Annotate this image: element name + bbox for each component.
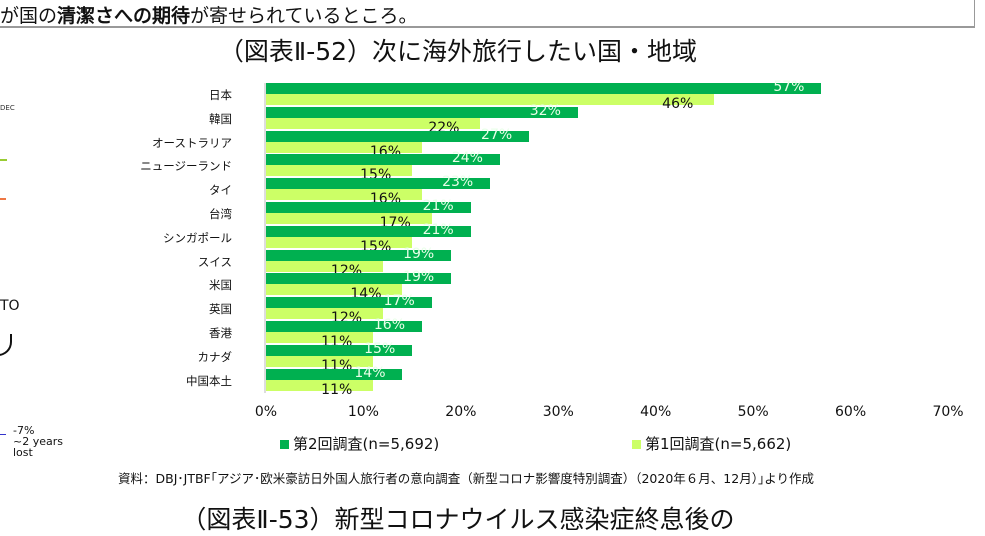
legend-swatch — [280, 440, 289, 449]
fragment-line — [0, 198, 6, 200]
data-label: 21% — [423, 198, 454, 214]
data-label: 15% — [364, 341, 395, 357]
x-tick-label: 30% — [528, 404, 588, 420]
data-label: 17% — [384, 293, 415, 309]
bar-series-1 — [266, 261, 383, 272]
bar-series-1 — [266, 332, 373, 343]
bar-series-1 — [266, 380, 373, 391]
bar-series-1 — [266, 284, 402, 295]
category-label: オーストラリア — [152, 135, 232, 151]
next-figure-title: （図表Ⅱ-53）新型コロナウイルス感染症終息後の — [0, 500, 916, 536]
data-label: 32% — [530, 103, 561, 119]
legend-item-series-2: 第2回調査(n=5,692) — [280, 433, 439, 454]
category-label: カナダ — [198, 349, 233, 365]
data-label: 11% — [321, 382, 352, 398]
x-tick-label: 70% — [918, 404, 978, 420]
category-label: シンガポール — [163, 230, 232, 246]
x-tick-label: 20% — [431, 404, 491, 420]
data-label: 46% — [662, 96, 693, 112]
data-label: 57% — [773, 79, 804, 95]
data-label: 23% — [442, 174, 473, 190]
data-label: 24% — [452, 150, 483, 166]
x-tick-label: 60% — [821, 404, 881, 420]
data-label: 21% — [423, 222, 454, 238]
source-note: 資料：DBJ･JTBF｢アジア･欧米豪訪日外国人旅行者の意向調査（新型コロナ影響… — [118, 468, 814, 487]
category-label: ニュージーランド — [140, 158, 232, 174]
fragment-note: -7%~2 yearslost — [13, 425, 63, 458]
category-label: タイ — [209, 182, 232, 198]
x-tick-label: 10% — [333, 404, 393, 420]
data-label: 19% — [403, 246, 434, 262]
data-label: 19% — [403, 269, 434, 285]
category-label: 米国 — [209, 277, 232, 293]
legend-item-series-1: 第1回調査(n=5,662) — [632, 433, 791, 454]
category-label: 英国 — [209, 301, 232, 317]
intro-text: が国の清潔さへの期待が寄せられているところ。 — [0, 1, 417, 28]
category-label: 香港 — [209, 325, 232, 341]
data-label: 27% — [481, 127, 512, 143]
data-label: 16% — [374, 317, 405, 333]
category-label: 中国本土 — [186, 373, 232, 389]
category-label: 台湾 — [209, 206, 232, 222]
fragment-line — [0, 434, 6, 435]
y-axis-line — [264, 83, 266, 393]
x-tick-label: 40% — [626, 404, 686, 420]
fragment-to: TO — [0, 298, 20, 314]
x-tick-label: 50% — [723, 404, 783, 420]
legend-swatch — [632, 440, 641, 449]
figure-title: （図表Ⅱ-52）次に海外旅行したい国・地域 — [0, 32, 916, 68]
category-label: 日本 — [209, 87, 232, 103]
category-label: 韓国 — [209, 111, 232, 127]
fragment-curve — [0, 334, 12, 356]
bar-series-1 — [266, 308, 383, 319]
bar-series-1 — [266, 94, 714, 105]
data-label: 14% — [354, 365, 385, 381]
category-label: スイス — [198, 254, 232, 270]
fragment-dec: DEC — [0, 104, 15, 112]
x-tick-label: 0% — [236, 404, 296, 420]
fragment-line — [0, 159, 7, 161]
bar-series-2 — [266, 83, 821, 94]
